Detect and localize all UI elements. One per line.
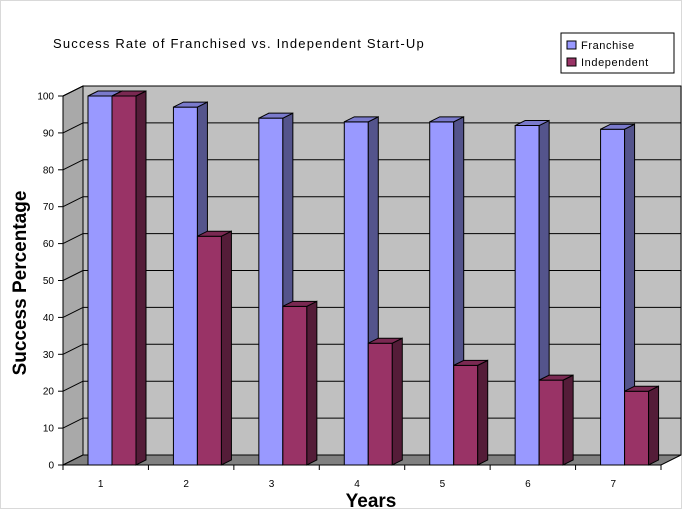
- bar-franchise-year-7-front: [600, 128, 626, 466]
- bar-franchise-year-6-front: [514, 125, 540, 466]
- bar-independent-year-1-top: [111, 90, 147, 97]
- bar-franchise-year-7: [600, 123, 636, 466]
- y-tick-label: 60: [43, 239, 55, 250]
- y-axis-label: Success Percentage: [10, 191, 31, 376]
- bar-independent-year-4-front: [367, 342, 393, 466]
- bar-independent-year-6-side: [562, 374, 574, 466]
- bar-independent-year-2: [196, 230, 232, 466]
- bars: [87, 90, 660, 466]
- x-tick-label: 5: [440, 479, 446, 490]
- gridline-side: [62, 159, 84, 171]
- bar-independent-year-5: [453, 359, 489, 466]
- bar-franchise-year-1-front: [87, 95, 113, 466]
- bar-independent-year-7: [624, 385, 660, 466]
- bar-franchise-year-3-front: [258, 117, 284, 466]
- gridline-side: [62, 343, 84, 355]
- bar-franchise-year-7-top: [600, 123, 635, 130]
- x-tick-label: 7: [611, 479, 617, 490]
- gridline-side: [62, 306, 84, 318]
- bar-independent-year-2-front: [196, 235, 222, 466]
- bar-independent-year-3-top: [282, 300, 318, 307]
- bar-franchise-year-5-front: [429, 121, 455, 466]
- bar-franchise-year-2-top: [173, 101, 208, 108]
- gridline-side: [62, 196, 84, 208]
- bar-independent-year-5-front: [453, 364, 479, 466]
- bar-franchise-year-4-front: [343, 121, 369, 466]
- bar-independent-year-6-top: [538, 374, 574, 381]
- y-tick-label: 0: [48, 461, 54, 472]
- bar-independent-year-4: [367, 337, 403, 466]
- bar-independent-year-3: [282, 300, 318, 466]
- tick-labels: 0 10 20 30 40 50 60 70 80 90 100 1 2 3 4 5 6 7: [37, 92, 616, 491]
- legend-label-independent: Independent: [581, 57, 649, 69]
- y-tick-label: 90: [43, 128, 55, 139]
- y-tick-label: 80: [43, 165, 55, 176]
- bar-independent-year-1-front: [111, 95, 137, 466]
- legend: Franchise Independent: [560, 32, 675, 74]
- x-tick-label: 1: [98, 479, 104, 490]
- bar-independent-year-2-side: [220, 230, 232, 466]
- bar-independent-year-3-front: [282, 305, 308, 466]
- x-tick-label: 4: [354, 479, 360, 490]
- legend-swatch-independent: [566, 57, 577, 67]
- bar-independent-year-7-front: [624, 390, 650, 466]
- y-tick-label: 100: [37, 92, 54, 103]
- legend-label-franchise: Franchise: [581, 40, 635, 52]
- bar-independent-year-5-top: [453, 359, 488, 366]
- chart-title: Success Rate of Franchised vs. Independe…: [53, 36, 425, 51]
- gridline-side: [62, 85, 84, 97]
- gridline-side: [62, 380, 84, 392]
- y-tick-label: 10: [43, 424, 55, 435]
- bar-franchise-year-4-top: [344, 116, 379, 123]
- legend-swatch-franchise: [566, 40, 577, 50]
- bar-franchise-year-3-top: [258, 112, 294, 119]
- x-tick-label: 3: [269, 479, 275, 490]
- bar-independent-year-4-side: [391, 337, 403, 466]
- bar-independent-year-7-top: [624, 385, 659, 392]
- bar-independent-year-2-top: [197, 230, 232, 237]
- bar-franchise-year-2-front: [172, 106, 198, 466]
- bar-franchise-year-5-top: [429, 116, 464, 123]
- gridline-side: [62, 270, 84, 281]
- y-tick-label: 30: [43, 350, 55, 361]
- legend-box: [560, 32, 675, 74]
- bar-independent-year-1: [111, 90, 147, 466]
- y-tick-label: 20: [43, 387, 55, 398]
- bar-franchise-year-6-top: [514, 120, 550, 127]
- gridline-side: [62, 233, 84, 245]
- x-tick-label: 2: [183, 479, 189, 490]
- gridline-side: [62, 417, 84, 429]
- bar-independent-year-7-side: [648, 385, 660, 466]
- gridline-side: [62, 122, 84, 134]
- y-tick-label: 70: [43, 202, 55, 213]
- bar-independent-year-6-front: [538, 379, 564, 466]
- bar-independent-year-4-top: [368, 337, 403, 344]
- bar-independent-year-3-side: [306, 300, 318, 466]
- bar-independent-year-1-side: [135, 90, 147, 466]
- y-tick-label: 40: [43, 313, 55, 324]
- x-tick-label: 6: [525, 479, 531, 490]
- y-tick-label: 50: [43, 276, 55, 287]
- bar-independent-year-6: [538, 374, 574, 466]
- bar-independent-year-5-side: [477, 359, 489, 466]
- x-axis-label: Years: [346, 491, 397, 510]
